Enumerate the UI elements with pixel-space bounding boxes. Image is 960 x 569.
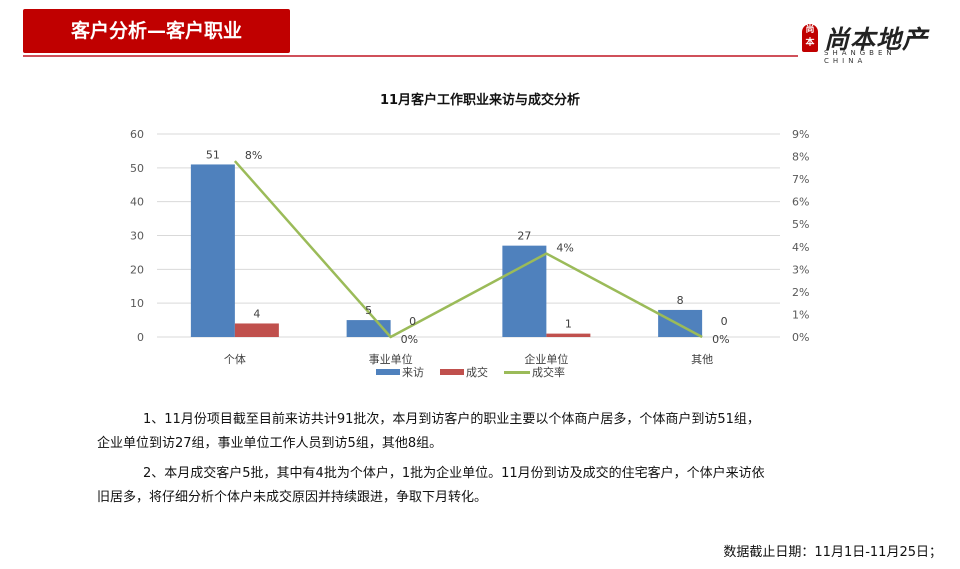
svg-text:10: 10 [130, 297, 144, 310]
legend-swatch-deals [440, 369, 464, 375]
line-series [233, 160, 703, 339]
svg-text:8%: 8% [792, 151, 809, 164]
svg-text:0: 0 [409, 315, 416, 328]
paragraph-1: 1、11月份项目截至目前来访共计91批次，本月到访客户的职业主要以个体商户居多，… [97, 412, 760, 451]
logo-brand-cn: 尚本地产 [824, 25, 929, 54]
data-labels: 51 4 8% 5 0 0% 27 1 4% 8 0 0% [206, 148, 730, 346]
right-axis: 0% 1% 2% 3% 4% 5% 6% 7% 8% 9% [792, 128, 809, 344]
svg-text:8%: 8% [245, 149, 262, 162]
gridlines [157, 133, 780, 338]
svg-text:6%: 6% [792, 196, 809, 209]
legend-item-deals: 成交 [440, 364, 488, 380]
svg-text:1: 1 [565, 318, 572, 331]
slide-title: 客户分析—客户职业 [23, 9, 290, 53]
paragraph-2: 2、本月成交客户5批，其中有4批为个体户，1批为企业单位。11月份到访及成交的住… [97, 466, 765, 505]
svg-text:7%: 7% [792, 173, 809, 186]
svg-text:2%: 2% [792, 286, 809, 299]
chart-legend: 来访 成交 成交率 [376, 364, 581, 380]
svg-text:3%: 3% [792, 263, 809, 276]
left-axis: 0 10 20 30 40 50 60 [130, 128, 144, 344]
brand-logo: 尚本 尚本地产 SHANGBEN CHINA [802, 22, 942, 65]
data-cutoff-note: 数据截止日期：11月1日-11月25日； [723, 545, 942, 560]
svg-text:4%: 4% [792, 241, 809, 254]
svg-text:4: 4 [253, 307, 260, 320]
svg-text:20: 20 [130, 263, 144, 276]
svg-text:8: 8 [677, 294, 684, 307]
svg-text:60: 60 [130, 128, 144, 141]
category-axis: 个体 事业单位 企业单位 其他 [224, 352, 713, 366]
svg-text:5%: 5% [792, 218, 809, 231]
svg-text:30: 30 [130, 230, 144, 243]
svg-text:0%: 0% [401, 333, 418, 346]
svg-text:0: 0 [137, 331, 144, 344]
svg-text:40: 40 [130, 196, 144, 209]
svg-text:个体: 个体 [224, 352, 246, 366]
svg-text:0%: 0% [712, 333, 729, 346]
svg-text:其他: 其他 [691, 353, 713, 366]
legend-item-visits: 来访 [376, 364, 424, 380]
legend-swatch-visits [376, 369, 400, 375]
svg-text:50: 50 [130, 162, 144, 175]
svg-text:企业单位: 企业单位 [524, 352, 568, 366]
title-divider [23, 55, 798, 57]
svg-text:0%: 0% [792, 331, 809, 344]
legend-swatch-rate [504, 370, 530, 374]
svg-text:0: 0 [721, 315, 728, 328]
svg-text:51: 51 [206, 148, 220, 161]
svg-text:5: 5 [365, 304, 372, 317]
chart-title: 11月客户工作职业来访与成交分析 [379, 93, 581, 108]
svg-text:9%: 9% [792, 128, 809, 141]
svg-text:27: 27 [517, 230, 531, 243]
svg-text:1%: 1% [792, 308, 809, 321]
svg-text:4%: 4% [556, 242, 573, 255]
svg-text:事业单位: 事业单位 [369, 352, 413, 366]
logo-seal-icon: 尚本 [802, 24, 818, 52]
bar-series [190, 164, 703, 337]
legend-item-rate: 成交率 [504, 364, 565, 380]
logo-brand-en: SHANGBEN CHINA [824, 49, 896, 65]
